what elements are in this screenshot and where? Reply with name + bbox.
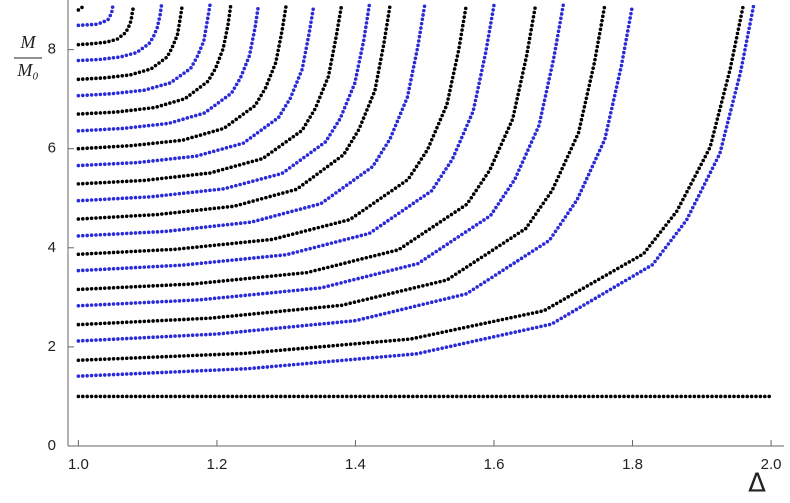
series-line — [76, 3, 756, 378]
x-tick-label: 1.8 — [622, 456, 643, 473]
series-line — [76, 3, 233, 116]
y-tick-label: 2 — [48, 338, 56, 355]
series-line — [76, 3, 115, 28]
series-line — [76, 3, 185, 82]
series-line — [76, 3, 427, 238]
plot-area — [76, 3, 773, 399]
series-line — [76, 3, 212, 98]
series-line — [76, 3, 392, 221]
x-tick-label: 1.4 — [345, 456, 366, 473]
series-line — [76, 3, 566, 308]
x-tick-label: 1.0 — [68, 456, 89, 473]
series-line — [76, 3, 372, 203]
series-line — [76, 3, 538, 292]
y-label-numerator: M — [20, 32, 37, 52]
series-line — [76, 3, 88, 12]
y-tick-label: 4 — [48, 239, 56, 256]
series-line — [76, 3, 164, 63]
series-line — [76, 3, 635, 343]
series-line — [76, 3, 469, 257]
series-line — [76, 3, 607, 327]
y-tick-label: 0 — [48, 437, 56, 454]
x-label: Δ — [748, 469, 766, 499]
series-line — [76, 3, 261, 133]
x-tick-label: 2.0 — [761, 456, 782, 473]
series-line — [76, 3, 746, 363]
y-label-denominator: M₀ — [16, 60, 38, 80]
x-tick-label: 1.2 — [206, 456, 227, 473]
series-line — [76, 3, 496, 273]
y-tick-label: 8 — [48, 41, 56, 58]
series-line — [76, 3, 316, 168]
series-line — [76, 3, 136, 47]
series-line — [76, 3, 344, 186]
y-tick-label: 6 — [48, 140, 56, 157]
series-line — [76, 3, 288, 151]
x-tick-label: 1.6 — [484, 456, 505, 473]
